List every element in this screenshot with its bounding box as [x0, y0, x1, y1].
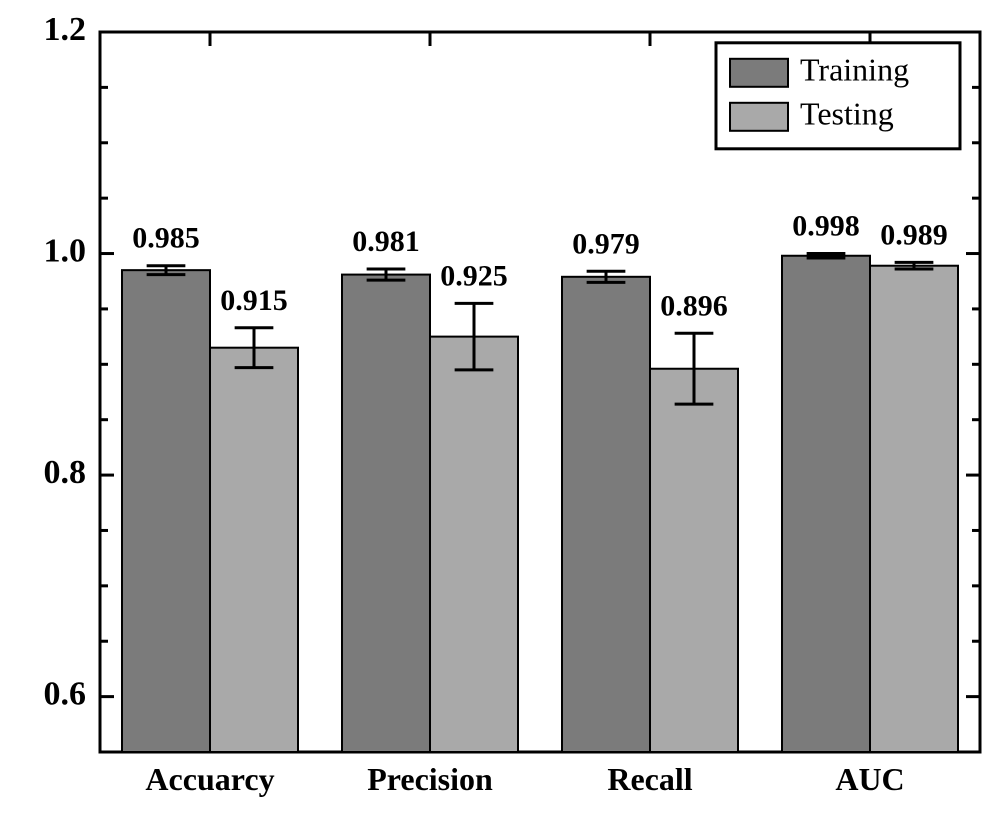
- category-label: Precision: [367, 761, 493, 797]
- value-label: 0.989: [880, 218, 948, 251]
- value-label: 0.998: [792, 210, 860, 243]
- value-label: 0.915: [220, 284, 288, 317]
- chart-svg: 0.6 0.8 1.0 1.2 Accuarcy 0.985 0.915 Precision 0…: [0, 0, 1000, 830]
- legend-label: Training: [800, 52, 909, 88]
- category-label: AUC: [835, 761, 904, 797]
- category-label: Recall: [607, 761, 692, 797]
- value-label: 0.981: [352, 225, 420, 258]
- value-label: 0.985: [132, 222, 200, 255]
- value-label: 0.925: [440, 259, 508, 292]
- legend-swatch: [730, 103, 788, 131]
- bar-training: [782, 256, 870, 752]
- metrics-bar-chart: 0.6 0.8 1.0 1.2 Accuarcy 0.985 0.915 Precision 0…: [0, 0, 1000, 830]
- bar-testing: [650, 369, 738, 752]
- bar-training: [562, 277, 650, 752]
- ytick-label: 1.2: [44, 11, 87, 48]
- bar-testing: [870, 266, 958, 752]
- value-label: 0.979: [572, 227, 640, 260]
- bar-training: [342, 275, 430, 752]
- bar-testing: [430, 337, 518, 752]
- bar-training: [122, 270, 210, 752]
- ytick-label: 0.6: [44, 675, 87, 712]
- legend-swatch: [730, 59, 788, 87]
- value-label: 0.896: [660, 289, 728, 322]
- bar-testing: [210, 348, 298, 752]
- ytick-label: 1.0: [44, 232, 87, 269]
- legend-label: Testing: [800, 96, 894, 132]
- ytick-label: 0.8: [44, 454, 87, 491]
- category-label: Accuarcy: [145, 761, 274, 797]
